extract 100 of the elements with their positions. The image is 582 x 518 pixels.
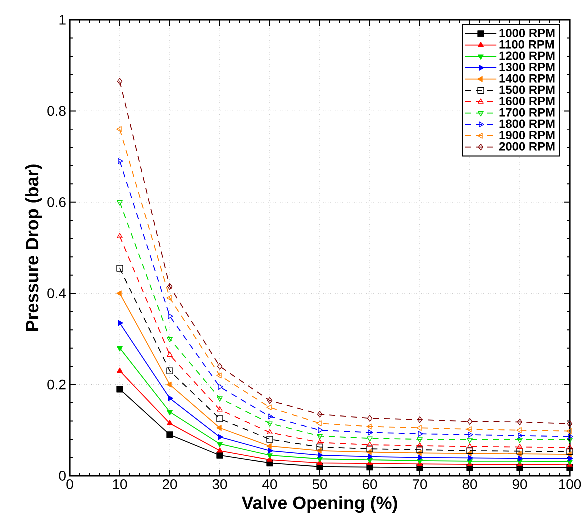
- point: [467, 438, 473, 444]
- point: [416, 446, 424, 454]
- point: [266, 436, 274, 443]
- point: [267, 454, 273, 459]
- x-tick-label: 60: [362, 480, 378, 490]
- point: [118, 320, 124, 326]
- point: [167, 283, 173, 290]
- point: [317, 411, 323, 418]
- point: [217, 442, 223, 448]
- legend-label: 1700 RPM: [500, 108, 555, 117]
- point: [316, 420, 322, 426]
- y-tick-label: 0.2: [48, 380, 66, 390]
- legend-label: 1000 RPM: [500, 29, 555, 38]
- x-tick-label: 70: [412, 480, 428, 490]
- point: [516, 427, 522, 434]
- point: [216, 425, 222, 432]
- point: [317, 434, 323, 440]
- legend-label: 1500 RPM: [500, 86, 555, 94]
- point: [467, 418, 473, 426]
- legend-label: 1900 RPM: [500, 131, 555, 140]
- y-tick-label: 1: [60, 15, 66, 25]
- point: [467, 443, 473, 449]
- x-tick-label: 80: [462, 480, 478, 490]
- point: [216, 452, 224, 459]
- point: [267, 429, 273, 435]
- x-tick-label: 90: [512, 480, 528, 490]
- point: [566, 428, 572, 434]
- legend-label: 1600 RPM: [500, 97, 555, 106]
- point: [468, 455, 474, 462]
- point: [318, 427, 324, 434]
- x-axis-title: Valve Opening (%): [242, 496, 398, 514]
- point: [367, 436, 373, 442]
- y-tick-label: 0.6: [48, 197, 66, 208]
- legend-label: 1300 RPM: [500, 63, 555, 72]
- legend-label: 2000 RPM: [499, 142, 555, 151]
- x-tick-label: 50: [312, 480, 328, 490]
- point: [166, 295, 172, 302]
- point: [468, 432, 474, 438]
- point: [167, 410, 173, 416]
- x-tick-label: 100: [559, 480, 582, 490]
- point: [167, 337, 173, 343]
- point: [518, 456, 524, 462]
- point: [167, 352, 173, 357]
- point: [516, 448, 524, 455]
- point: [466, 426, 472, 432]
- point: [568, 434, 574, 440]
- point: [567, 438, 573, 444]
- point: [218, 434, 224, 440]
- point: [568, 456, 574, 462]
- point: [116, 290, 122, 297]
- x-tick-label: 40: [262, 480, 278, 490]
- y-axis-title: Pressure Drop (bar): [26, 164, 42, 332]
- x-tick-label: 20: [162, 480, 178, 490]
- point: [267, 397, 273, 404]
- point: [367, 415, 373, 422]
- point: [166, 368, 174, 374]
- point: [317, 439, 323, 445]
- point: [218, 384, 224, 390]
- point: [117, 233, 123, 238]
- point: [166, 432, 174, 438]
- point: [216, 372, 222, 379]
- point: [266, 404, 272, 411]
- point: [368, 430, 374, 436]
- x-tick-label: 30: [212, 480, 228, 490]
- point: [466, 448, 474, 454]
- point: [116, 126, 122, 132]
- point: [268, 414, 274, 420]
- legend-label: 1200 RPM: [500, 52, 555, 60]
- x-tick-label: 10: [113, 480, 128, 490]
- point: [317, 457, 323, 462]
- point: [166, 382, 172, 388]
- point: [116, 386, 124, 393]
- x-tick-label: 0: [66, 480, 74, 490]
- point: [168, 313, 174, 320]
- point: [418, 431, 424, 437]
- legend-label: 1800 RPM: [500, 120, 555, 128]
- point: [518, 432, 524, 439]
- point: [117, 346, 123, 352]
- point: [118, 158, 124, 164]
- point: [168, 396, 174, 402]
- point: [167, 420, 173, 426]
- point: [117, 368, 123, 373]
- y-tick-label: 0.8: [48, 106, 66, 116]
- point: [417, 442, 423, 448]
- point: [267, 422, 273, 427]
- point: [217, 406, 223, 412]
- point: [567, 444, 573, 450]
- point: [367, 442, 373, 447]
- point: [366, 424, 372, 430]
- point: [216, 416, 224, 422]
- point: [416, 425, 422, 432]
- point: [116, 265, 124, 272]
- point: [318, 452, 324, 458]
- y-tick-label: 0: [59, 471, 66, 481]
- point: [517, 444, 523, 450]
- point: [217, 448, 223, 453]
- point: [217, 363, 223, 370]
- point: [217, 396, 223, 402]
- legend-label: 1400 RPM: [500, 74, 555, 83]
- point: [368, 454, 374, 460]
